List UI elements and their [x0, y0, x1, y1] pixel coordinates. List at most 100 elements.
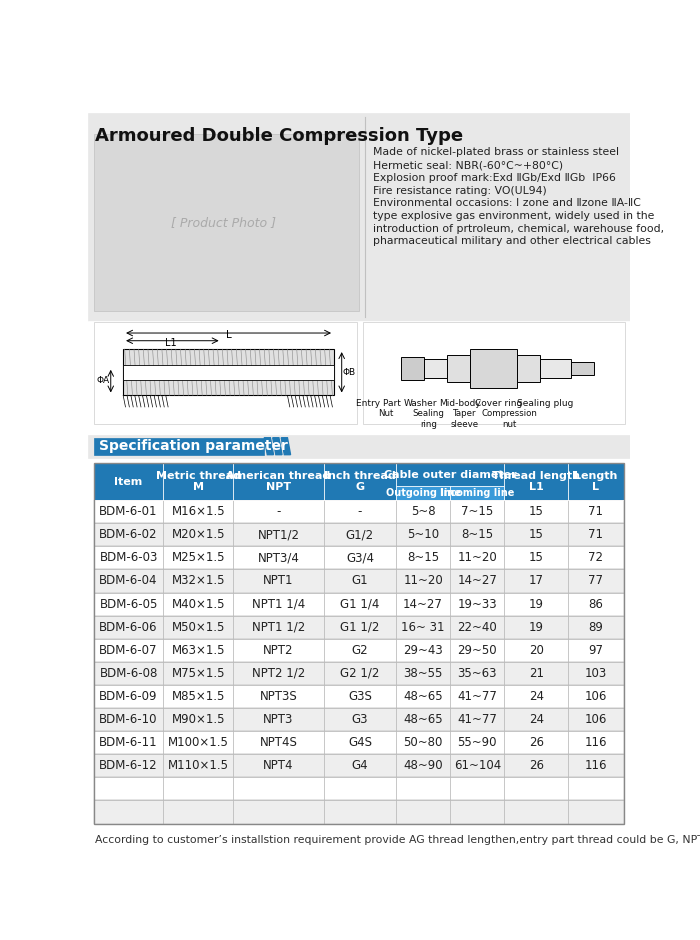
- Bar: [94, 616, 163, 638]
- Bar: [88, 434, 630, 458]
- Bar: [450, 708, 505, 731]
- Text: 15: 15: [528, 528, 544, 541]
- Text: [ Product Photo ]: [ Product Photo ]: [171, 216, 276, 229]
- Bar: [324, 570, 396, 592]
- Text: 72: 72: [589, 552, 603, 564]
- Text: M25×1.5: M25×1.5: [172, 552, 225, 564]
- Bar: [94, 708, 624, 731]
- Bar: [163, 616, 233, 638]
- Text: Made of nickel-plated brass or stainless steel: Made of nickel-plated brass or stainless…: [372, 148, 619, 157]
- Bar: [400, 357, 424, 380]
- Bar: [396, 546, 450, 570]
- Bar: [396, 754, 450, 777]
- Text: Taper
sleeve: Taper sleeve: [451, 409, 479, 429]
- Text: Length
L: Length L: [574, 471, 617, 493]
- Bar: [94, 708, 163, 731]
- Bar: [568, 500, 624, 524]
- Bar: [324, 463, 396, 500]
- Text: NPT1: NPT1: [263, 574, 294, 588]
- Bar: [324, 685, 396, 708]
- Bar: [94, 662, 163, 685]
- Text: 24: 24: [528, 690, 544, 703]
- Bar: [447, 354, 470, 383]
- Bar: [396, 570, 450, 592]
- Bar: [163, 754, 233, 777]
- Bar: [94, 754, 624, 777]
- Text: 15: 15: [528, 505, 544, 518]
- Text: 26: 26: [528, 760, 544, 773]
- Text: M63×1.5: M63×1.5: [172, 644, 225, 657]
- Bar: [163, 777, 233, 801]
- Text: Armoured Double Compression Type: Armoured Double Compression Type: [95, 127, 463, 145]
- Text: BDM-6-02: BDM-6-02: [99, 528, 158, 541]
- Text: 41~77: 41~77: [457, 690, 497, 703]
- Bar: [94, 570, 624, 592]
- Bar: [568, 662, 624, 685]
- Polygon shape: [273, 438, 282, 455]
- Bar: [94, 500, 163, 524]
- Text: Metric thread
M: Metric thread M: [156, 471, 241, 493]
- Bar: [163, 463, 233, 500]
- Bar: [233, 524, 324, 546]
- Text: M75×1.5: M75×1.5: [172, 666, 225, 680]
- Bar: [324, 708, 396, 731]
- Text: G2: G2: [351, 644, 368, 657]
- Bar: [94, 731, 624, 754]
- Bar: [396, 463, 505, 486]
- Bar: [94, 801, 624, 823]
- Text: Cable outer diameter: Cable outer diameter: [384, 470, 517, 479]
- Text: 103: 103: [584, 666, 607, 680]
- Bar: [163, 500, 233, 524]
- Bar: [163, 685, 233, 708]
- Bar: [94, 592, 163, 616]
- Bar: [396, 524, 450, 546]
- Bar: [324, 592, 396, 616]
- Bar: [568, 463, 624, 500]
- Bar: [505, 463, 568, 500]
- Text: L1: L1: [165, 337, 177, 348]
- Bar: [505, 801, 568, 823]
- Text: NPT4S: NPT4S: [260, 736, 298, 749]
- Bar: [450, 524, 505, 546]
- Text: 26: 26: [528, 736, 544, 749]
- Text: G2 1/2: G2 1/2: [340, 666, 379, 680]
- Bar: [324, 801, 396, 823]
- Text: 89: 89: [589, 620, 603, 634]
- Text: NPT2: NPT2: [263, 644, 294, 657]
- Text: G4: G4: [351, 760, 368, 773]
- Bar: [94, 546, 163, 570]
- Text: L: L: [225, 330, 232, 340]
- Text: 19: 19: [528, 598, 544, 611]
- Text: 21: 21: [528, 666, 544, 680]
- Bar: [424, 359, 447, 378]
- Text: 5~10: 5~10: [407, 528, 439, 541]
- Bar: [324, 524, 396, 546]
- Bar: [540, 359, 571, 378]
- Text: Outgoing line: Outgoing line: [386, 488, 461, 498]
- Text: BDM-6-04: BDM-6-04: [99, 574, 158, 588]
- Bar: [233, 731, 324, 754]
- Bar: [233, 662, 324, 685]
- Text: G1 1/4: G1 1/4: [340, 598, 379, 611]
- Bar: [94, 777, 163, 801]
- Text: 77: 77: [589, 574, 603, 588]
- Text: Item: Item: [114, 477, 143, 487]
- Bar: [450, 777, 505, 801]
- Text: Compression
nut: Compression nut: [482, 409, 538, 429]
- Text: 48~65: 48~65: [403, 690, 443, 703]
- Bar: [94, 570, 163, 592]
- Bar: [94, 685, 163, 708]
- Text: introduction of prtroleum, chemical, warehouse food,: introduction of prtroleum, chemical, war…: [372, 224, 664, 234]
- Bar: [324, 754, 396, 777]
- Bar: [88, 113, 630, 321]
- Bar: [470, 349, 517, 387]
- Text: BDM-6-11: BDM-6-11: [99, 736, 158, 749]
- Text: G4S: G4S: [348, 736, 372, 749]
- Bar: [233, 592, 324, 616]
- Bar: [123, 349, 334, 396]
- Bar: [94, 662, 624, 685]
- Bar: [324, 638, 396, 662]
- Polygon shape: [264, 438, 274, 455]
- Bar: [94, 463, 624, 823]
- Text: 20: 20: [528, 644, 544, 657]
